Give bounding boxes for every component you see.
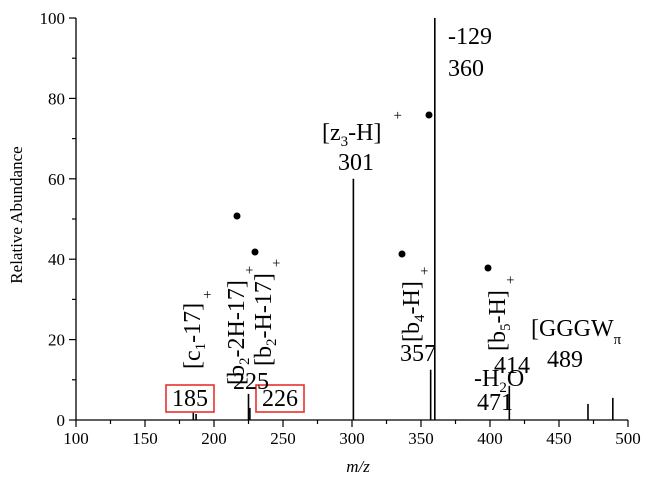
- radical-dot-b2-H: [251, 248, 259, 256]
- highlight-box-226: [255, 384, 305, 413]
- highlight-box-185: [165, 384, 215, 413]
- ion-label-b2-2H-17: [b2-2H-17]+: [224, 266, 258, 385]
- y-tick-label: 0: [57, 411, 66, 430]
- y-axis-label: Relative Abundance: [7, 146, 26, 283]
- peak-label--129: -129: [448, 24, 492, 50]
- x-tick-label: 500: [615, 429, 641, 448]
- peak-label-357: 357: [400, 341, 436, 367]
- ion-label-b5-H: [b5-H]+: [485, 276, 519, 351]
- peaks: [192, 18, 614, 420]
- peak-label-301: 301: [338, 150, 374, 176]
- y-tick-label: 100: [40, 9, 66, 28]
- peak-label-226: 226: [262, 386, 298, 412]
- ion-label-GGGW: [GGGWπ: [531, 316, 622, 348]
- x-tick-label: 100: [63, 429, 89, 448]
- y-tick-label: 80: [48, 89, 65, 108]
- y-tick-label: 60: [48, 170, 65, 189]
- peak-label-225: 225: [233, 369, 269, 395]
- peak-label-489: 489: [547, 347, 583, 373]
- peak-label-360: 360: [448, 56, 484, 82]
- peak-label-414: 414: [494, 353, 530, 379]
- ion-label-b2-H-17: [b2-H-17]+: [251, 259, 285, 366]
- radical-dot-b4: [398, 250, 406, 258]
- ion-label-c1-17: [c1-17]+: [180, 290, 216, 369]
- y-tick-label: 20: [48, 331, 65, 350]
- x-tick-label: 450: [546, 429, 572, 448]
- ion-label-b4-H: [b4-H]+: [399, 267, 433, 342]
- ion-label-z3-H: [z3-H]+: [322, 108, 402, 150]
- radical-dot-b2-2H: [233, 212, 241, 220]
- axes: 100 150 200 250 300 350 400 450 500 0 20 40 60 80 100: [40, 9, 641, 448]
- x-tick-label: 300: [339, 429, 365, 448]
- ion-label-H2O: -H2O: [474, 366, 524, 396]
- radical-dot-b5: [484, 264, 492, 272]
- x-tick-label: 200: [201, 429, 227, 448]
- peak-label-471: 471: [477, 390, 513, 416]
- x-tick-label: 400: [477, 429, 503, 448]
- x-axis-label: m/z: [346, 457, 370, 476]
- peak-label-185: 185: [172, 386, 208, 412]
- x-tick-label: 150: [132, 429, 158, 448]
- x-tick-label: 250: [270, 429, 296, 448]
- radical-dot-z3: [425, 111, 433, 119]
- x-tick-label: 350: [408, 429, 434, 448]
- y-tick-label: 40: [48, 250, 65, 269]
